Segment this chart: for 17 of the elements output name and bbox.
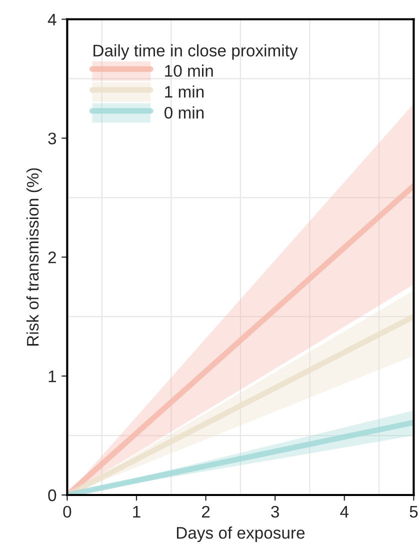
- y-tick-label: 1: [48, 370, 56, 382]
- legend-label: 10 min: [165, 64, 213, 77]
- x-tick-label: 3: [271, 506, 279, 518]
- x-tick-label: 2: [202, 506, 210, 518]
- x-tick-label: 0: [63, 506, 72, 518]
- x-tick-label: 5: [410, 506, 418, 518]
- y-tick-label: 4: [48, 14, 56, 26]
- x-tick-label: 4: [340, 506, 349, 518]
- y-axis-title: Risk of transmission (%): [26, 168, 42, 346]
- x-axis-title: Days of exposure: [176, 526, 305, 542]
- legend-label: 0 min: [164, 106, 204, 119]
- y-tick-label: 0: [48, 489, 56, 502]
- legend-label: 1 min: [165, 85, 204, 98]
- y-tick-label: 2: [48, 252, 56, 264]
- y-tick-label: 3: [48, 132, 56, 144]
- x-tick-label: 1: [133, 506, 140, 518]
- legend-title: Daily time in close proximity: [94, 44, 298, 60]
